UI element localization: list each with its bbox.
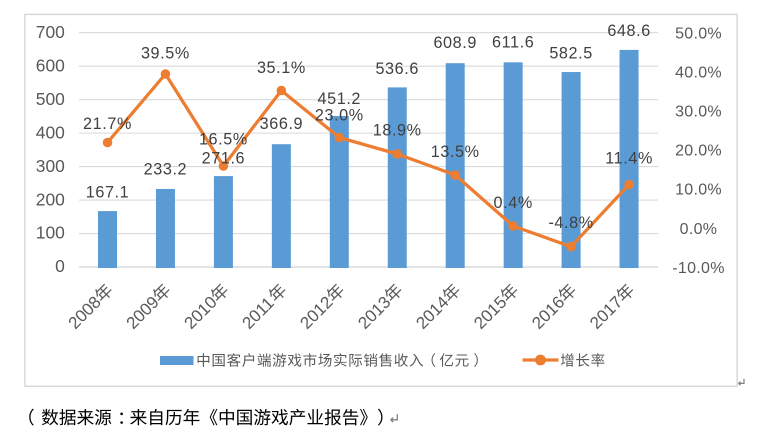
svg-text:536.6: 536.6 — [375, 60, 419, 78]
svg-text:21.7%: 21.7% — [83, 115, 132, 133]
svg-text:40.0%: 40.0% — [675, 65, 722, 82]
svg-text:366.9: 366.9 — [260, 115, 304, 133]
svg-text:611.6: 611.6 — [492, 33, 534, 51]
svg-text:35.1%: 35.1% — [257, 59, 306, 77]
svg-text:600: 600 — [36, 55, 65, 75]
svg-text:271.6: 271.6 — [202, 150, 246, 168]
svg-text:-4.8%: -4.8% — [548, 214, 593, 232]
svg-text:50.0%: 50.0% — [675, 26, 722, 43]
svg-text:30.0%: 30.0% — [675, 104, 722, 121]
svg-text:100: 100 — [36, 223, 65, 243]
svg-text:233.2: 233.2 — [144, 161, 188, 179]
svg-text:200: 200 — [36, 189, 65, 209]
svg-text:39.5%: 39.5% — [141, 45, 190, 63]
svg-text:167.1: 167.1 — [86, 183, 130, 201]
svg-text:13.5%: 13.5% — [431, 143, 480, 161]
svg-text:0.0%: 0.0% — [680, 221, 718, 238]
svg-text:582.5: 582.5 — [549, 45, 593, 63]
svg-text:300: 300 — [36, 156, 65, 176]
svg-text:0: 0 — [55, 256, 65, 276]
svg-text:18.9%: 18.9% — [373, 121, 422, 139]
svg-text:451.2: 451.2 — [318, 90, 362, 108]
svg-text:20.0%: 20.0% — [675, 143, 722, 160]
svg-text:400: 400 — [36, 122, 65, 142]
svg-text:11.4%: 11.4% — [605, 149, 653, 167]
svg-text:-10.0%: -10.0% — [672, 260, 725, 277]
svg-text:16.5%: 16.5% — [199, 131, 248, 149]
svg-text:10.0%: 10.0% — [675, 182, 722, 199]
svg-text:608.9: 608.9 — [433, 34, 477, 52]
svg-text:23.0%: 23.0% — [315, 106, 364, 124]
svg-text:500: 500 — [36, 89, 65, 109]
svg-text:0.4%: 0.4% — [494, 194, 533, 212]
svg-text:648.6: 648.6 — [607, 22, 651, 40]
svg-text:700: 700 — [36, 22, 65, 42]
